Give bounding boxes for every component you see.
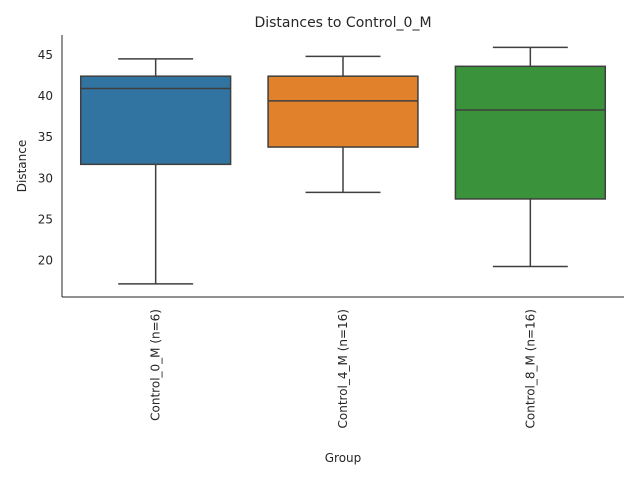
y-tick-label: 40 bbox=[38, 89, 53, 103]
box-group bbox=[454, 46, 607, 268]
axes-layer: 20 25 30 35 40 45 Control_0_M (n=6) Control_4_M… bbox=[38, 35, 624, 428]
y-axis-label: Distance bbox=[15, 140, 29, 192]
box-group bbox=[79, 58, 232, 285]
chart-title: Distances to Control_0_M bbox=[254, 15, 431, 31]
y-tick-label: 35 bbox=[38, 130, 53, 144]
x-axis-label: Group bbox=[325, 451, 362, 465]
x-tick-label: Control_0_M (n=6) bbox=[149, 309, 163, 421]
x-tick-label: Control_8_M (n=16) bbox=[523, 309, 537, 428]
y-tick-label: 20 bbox=[38, 254, 53, 268]
y-tick-label: 30 bbox=[38, 171, 53, 185]
y-tick-label: 45 bbox=[38, 48, 53, 62]
x-tick-label: Control_4_M (n=16) bbox=[336, 309, 350, 428]
box-body bbox=[79, 75, 232, 166]
box-body bbox=[267, 75, 419, 148]
box-body bbox=[454, 65, 607, 200]
y-tick-label: 25 bbox=[38, 213, 53, 227]
boxes-layer bbox=[79, 46, 607, 285]
box-group bbox=[267, 55, 419, 194]
